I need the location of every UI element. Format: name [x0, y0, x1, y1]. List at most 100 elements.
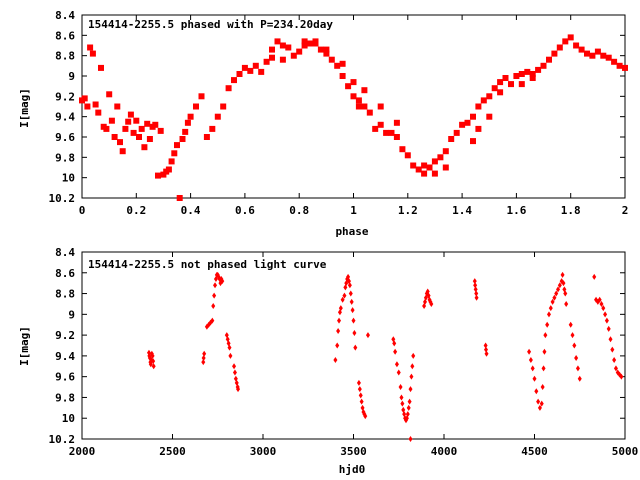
data-point	[473, 286, 478, 293]
data-point	[453, 129, 460, 136]
data-point	[539, 400, 544, 407]
data-point	[530, 365, 535, 372]
data-point	[136, 134, 142, 140]
data-point	[562, 38, 569, 45]
data-point	[209, 125, 216, 132]
plot-frame	[81, 251, 626, 440]
data-point	[339, 60, 346, 67]
data-point	[87, 44, 94, 51]
data-point	[201, 359, 206, 366]
data-point	[474, 290, 479, 297]
data-point	[187, 113, 194, 120]
data-point	[213, 282, 218, 289]
y-tick-label: 9.8	[55, 391, 75, 404]
data-point	[328, 56, 335, 63]
data-point	[377, 103, 384, 110]
data-point	[269, 54, 275, 61]
data-point	[127, 111, 134, 118]
data-point	[236, 71, 243, 77]
data-point	[431, 158, 438, 165]
data-point	[568, 321, 573, 328]
data-point	[577, 375, 582, 382]
data-point	[165, 166, 172, 173]
data-point	[619, 373, 624, 380]
data-point	[483, 346, 488, 353]
chart-title: 154414-2255.5 phased with P=234.20day	[88, 18, 333, 31]
x-axis-label: hjd0	[339, 463, 366, 476]
data-point	[604, 317, 609, 324]
data-point	[138, 125, 145, 132]
data-point	[231, 77, 237, 84]
y-tick-label: 9.2	[55, 329, 75, 342]
data-point	[133, 117, 140, 124]
data-point	[372, 125, 379, 132]
data-point	[405, 411, 410, 418]
data-point	[388, 129, 395, 136]
x-tick-label: 0.2	[126, 204, 146, 217]
data-point	[220, 278, 225, 285]
data-point	[252, 62, 259, 69]
data-point	[616, 62, 623, 69]
y-tick-label: 10.2	[49, 192, 76, 205]
data-point	[339, 73, 346, 79]
y-tick-label: 10	[62, 412, 75, 425]
y-tick-label: 8.4	[55, 246, 75, 259]
data-point	[502, 75, 509, 81]
phased-light-curve-chart: 0 0.2 0.4 0.6 0.8 1 1.2 1.4 1.6 1.8 2 8.4 8.6 8.8 9 9.2…	[18, 9, 628, 238]
data-point	[394, 361, 399, 368]
data-point	[535, 66, 542, 73]
data-point	[151, 363, 156, 370]
data-point	[106, 91, 113, 98]
x-tick-label: 2500	[159, 445, 186, 458]
x-tick-label: 0.8	[289, 204, 309, 217]
data-point	[400, 400, 405, 407]
data-point	[125, 118, 132, 125]
data-point	[356, 379, 361, 386]
data-point	[363, 413, 368, 420]
data-point	[184, 119, 191, 126]
y-tick-label: 10.2	[49, 433, 76, 446]
data-point	[155, 172, 161, 179]
data-point	[541, 365, 546, 372]
data-point	[561, 280, 566, 287]
data-point	[556, 44, 563, 51]
data-point	[345, 83, 352, 90]
data-point	[470, 138, 476, 145]
data-point	[518, 71, 525, 77]
x-tick-label: 0.4	[181, 204, 201, 217]
data-point	[285, 44, 292, 51]
x-tick-label: 1.8	[561, 204, 581, 217]
data-point	[203, 134, 210, 140]
x-tick-label: 3000	[250, 445, 277, 458]
data-points	[79, 34, 628, 201]
y-tick-label: 9.8	[55, 151, 75, 164]
data-point	[484, 350, 489, 357]
data-point	[529, 75, 536, 81]
data-point	[399, 394, 404, 401]
data-point	[486, 93, 493, 100]
data-point	[146, 136, 153, 142]
data-point	[168, 158, 175, 165]
data-point	[574, 354, 579, 361]
data-point	[361, 103, 368, 110]
data-point	[540, 384, 545, 391]
data-point	[338, 305, 343, 312]
data-point	[269, 46, 275, 53]
data-point	[258, 68, 265, 75]
y-tick-label: 8.4	[55, 9, 75, 22]
chart-title: 154414-2255.5 not phased light curve	[88, 258, 327, 271]
data-point	[108, 117, 115, 124]
data-point	[227, 344, 232, 351]
data-point	[404, 152, 411, 159]
data-point	[464, 119, 471, 126]
data-point	[103, 125, 110, 132]
data-point	[228, 352, 233, 359]
data-point	[274, 38, 281, 45]
data-point	[210, 317, 215, 324]
data-point	[359, 398, 364, 405]
data-point	[542, 348, 547, 355]
data-point	[179, 136, 186, 142]
x-tick-label: 1.4	[452, 204, 472, 217]
data-point	[122, 125, 129, 132]
data-point	[540, 62, 547, 69]
